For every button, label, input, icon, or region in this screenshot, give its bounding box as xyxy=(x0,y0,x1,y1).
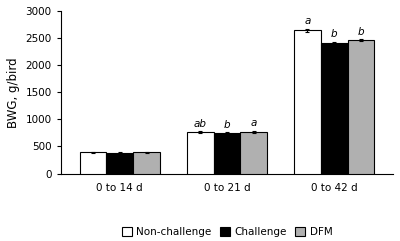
Bar xyxy=(214,133,240,174)
Bar xyxy=(187,132,214,174)
Bar xyxy=(321,43,348,174)
Text: b: b xyxy=(224,120,230,129)
Text: b: b xyxy=(331,29,338,39)
Text: ab: ab xyxy=(194,119,207,129)
Bar xyxy=(133,152,160,174)
Bar xyxy=(240,132,267,174)
Text: a: a xyxy=(250,118,257,128)
Bar xyxy=(80,152,106,174)
Y-axis label: BWG, g/bird: BWG, g/bird xyxy=(7,57,20,127)
Bar xyxy=(348,40,374,174)
Text: a: a xyxy=(304,16,310,26)
Bar xyxy=(294,30,321,174)
Legend: Non-challenge, Challenge, DFM: Non-challenge, Challenge, DFM xyxy=(117,223,336,241)
Bar xyxy=(106,153,133,174)
Text: b: b xyxy=(358,27,364,37)
